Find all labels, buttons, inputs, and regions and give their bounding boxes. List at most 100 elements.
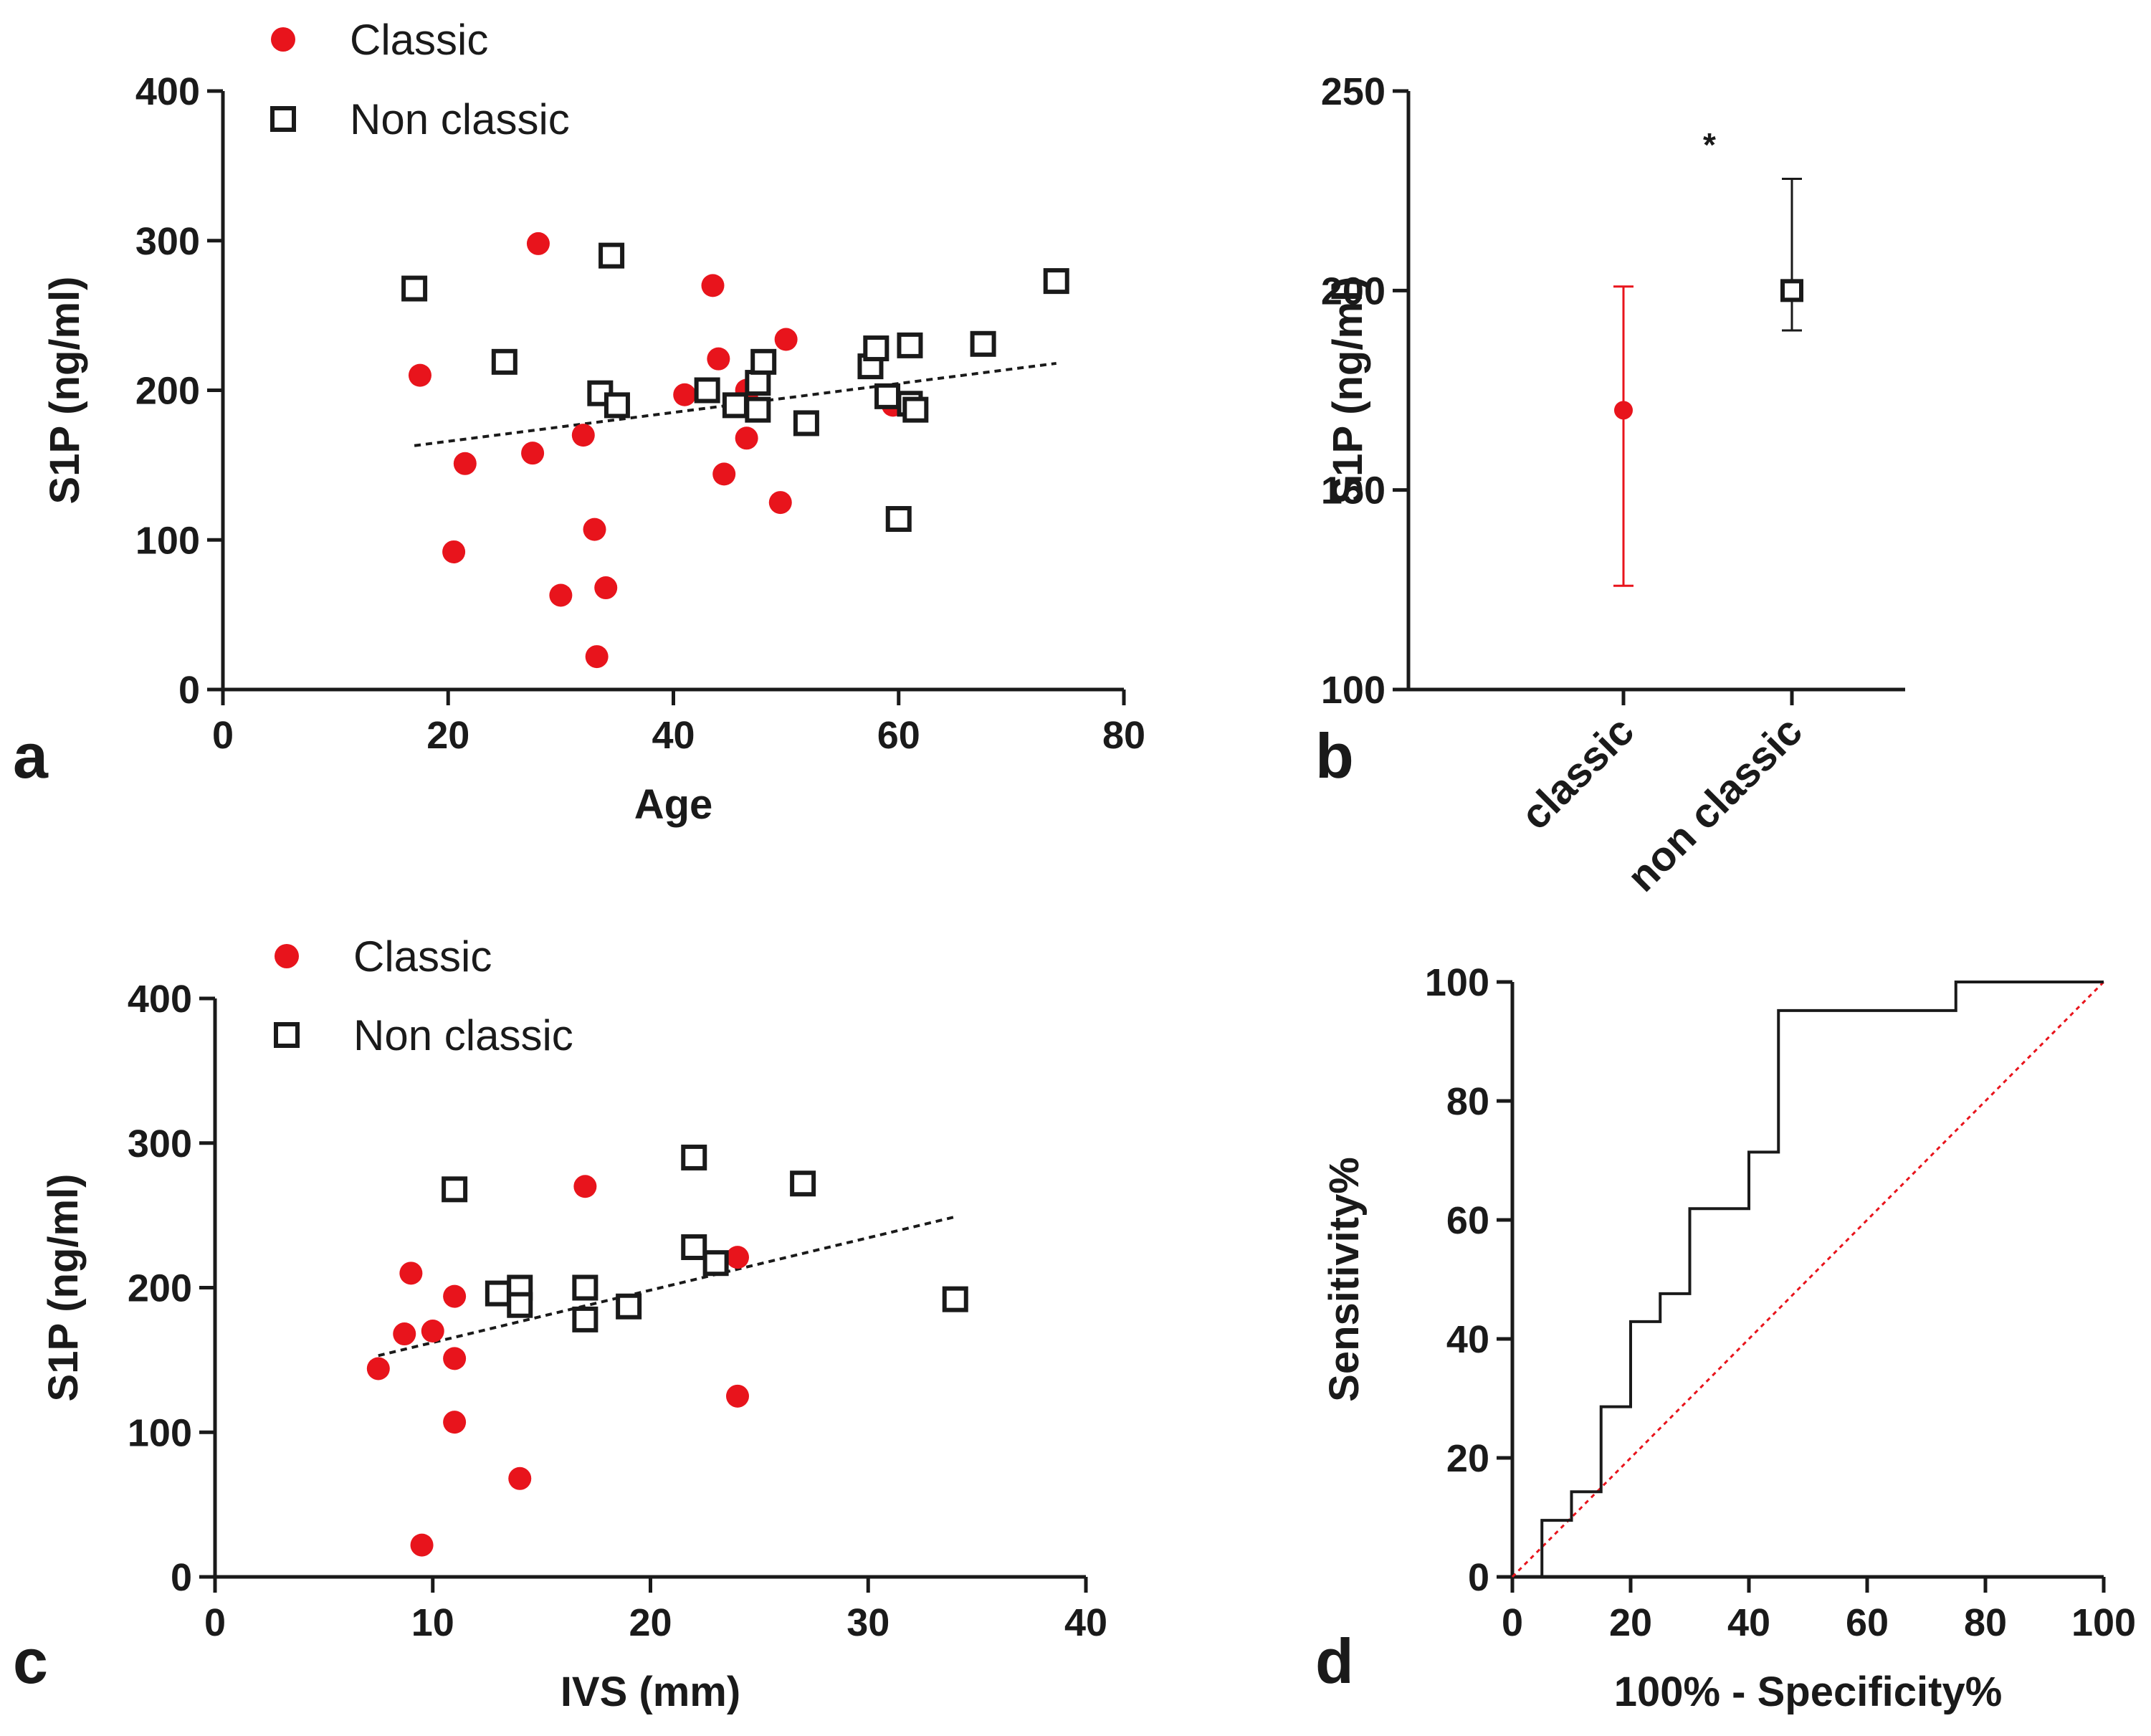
non-classic-point xyxy=(970,330,996,357)
legend: Classic Non classic xyxy=(270,16,570,143)
non-classic-point xyxy=(442,1176,468,1203)
legend-classic-label: Classic xyxy=(353,933,492,981)
classic-point xyxy=(673,383,697,406)
classic-point xyxy=(585,645,609,669)
y-tick-label: 100 xyxy=(128,1411,192,1454)
non-classic-point xyxy=(485,1280,511,1307)
x-tick-label: 20 xyxy=(1609,1601,1652,1644)
category-label: classic xyxy=(1512,707,1643,839)
roc-curve xyxy=(1540,981,2104,1577)
non-classic-point xyxy=(790,1170,816,1197)
legend-non-classic-label: Non classic xyxy=(350,95,570,143)
legend-non-classic-marker xyxy=(270,106,296,132)
x-axis-title: IVS (mm) xyxy=(561,1669,740,1715)
y-tick-label: 0 xyxy=(1468,1556,1489,1599)
panel-label: c xyxy=(13,1626,48,1697)
y-tick-label: 250 xyxy=(1321,70,1385,113)
classic-point xyxy=(521,442,545,465)
legend-classic-marker xyxy=(275,944,299,968)
non-classic-point xyxy=(863,335,890,362)
non-classic-point xyxy=(572,1274,598,1301)
non-classic-point xyxy=(604,392,630,419)
y-tick-label: 100 xyxy=(135,519,200,562)
category-label: non classic xyxy=(1618,707,1811,900)
series-non-classic xyxy=(401,242,1069,533)
non-classic-point xyxy=(598,242,625,269)
classic-point xyxy=(410,1533,434,1557)
legend-non-classic-label: Non classic xyxy=(353,1011,573,1059)
y-tick-label: 300 xyxy=(135,220,200,263)
non-classic-point xyxy=(1043,268,1069,295)
classic-point xyxy=(768,491,792,515)
x-tick-label: 100 xyxy=(2071,1601,2136,1644)
classic-point xyxy=(366,1357,390,1380)
classic-point xyxy=(594,576,618,600)
x-tick-label: 40 xyxy=(1064,1601,1107,1644)
non-classic-point xyxy=(874,383,901,409)
series-non-classic xyxy=(442,1144,968,1332)
mean-non-classic-point xyxy=(1780,279,1803,302)
non-classic-point xyxy=(750,348,777,375)
classic-point xyxy=(453,452,477,475)
classic-point xyxy=(393,1322,416,1346)
non-classic-point xyxy=(902,396,929,423)
y-tick-label: 300 xyxy=(128,1122,192,1165)
legend-non-classic-marker xyxy=(274,1022,300,1048)
classic-point xyxy=(421,1320,444,1343)
reference-diagonal xyxy=(1511,981,2105,1578)
y-axis-title: S1P (ng/ml) xyxy=(1325,277,1371,505)
non-classic-point xyxy=(616,1293,642,1320)
classic-point xyxy=(774,328,798,351)
classic-point xyxy=(735,426,758,450)
x-tick-label: 40 xyxy=(652,714,695,757)
x-tick-label: 80 xyxy=(1102,714,1145,757)
classic-point xyxy=(583,518,606,541)
y-tick-label: 80 xyxy=(1446,1080,1489,1123)
classic-point xyxy=(408,363,431,387)
y-tick-label: 100 xyxy=(1321,669,1385,712)
x-tick-label: 0 xyxy=(212,714,234,757)
y-tick-label: 0 xyxy=(178,669,200,712)
classic-point xyxy=(442,540,466,563)
non-classic-point xyxy=(694,377,720,404)
classic-point xyxy=(549,583,573,607)
panel-d-roc-curve: 0 20 40 60 80 100 0 20 40 60 80 100 100% - Specifici… xyxy=(1315,961,2136,1715)
y-tick-label: 20 xyxy=(1446,1437,1489,1480)
y-axis-title: Sensitivity% xyxy=(1321,1157,1368,1402)
non-classic-point xyxy=(401,275,428,302)
series-classic xyxy=(408,232,905,669)
x-tick-label: 60 xyxy=(1846,1601,1889,1644)
non-classic-point xyxy=(942,1286,968,1312)
y-tick-label: 400 xyxy=(128,978,192,1021)
non-classic-point xyxy=(681,1234,707,1261)
y-tick-label: 150 xyxy=(1321,469,1385,512)
x-axis-title: 100% - Specificity% xyxy=(1614,1669,2003,1715)
x-axis-title: Age xyxy=(634,781,713,828)
non-classic-point xyxy=(702,1250,729,1277)
classic-point xyxy=(526,232,550,255)
classic-point xyxy=(399,1262,423,1285)
non-classic-point xyxy=(793,410,819,437)
y-tick-label: 100 xyxy=(1425,961,1489,1004)
panel-a-age-scatter: 0 20 40 60 80 0 100 200 300 400 Age S1P (ng/ml) a Cla… xyxy=(13,16,1145,828)
x-tick-label: 30 xyxy=(846,1601,890,1644)
x-tick-label: 20 xyxy=(426,714,469,757)
non-classic-point xyxy=(745,370,771,396)
series-classic xyxy=(366,1175,749,1557)
classic-point xyxy=(573,1175,597,1198)
non-classic-point xyxy=(681,1144,707,1170)
y-tick-label: 200 xyxy=(128,1267,192,1310)
classic-point xyxy=(443,1411,467,1434)
non-classic-point xyxy=(572,1306,598,1332)
non-classic-point xyxy=(491,348,518,375)
classic-point xyxy=(726,1246,749,1269)
non-classic-point xyxy=(745,396,771,423)
x-tick-label: 10 xyxy=(411,1601,454,1644)
panel-label: a xyxy=(13,720,49,791)
legend: Classic Non classic xyxy=(274,933,573,1059)
non-classic-point xyxy=(897,332,923,358)
classic-point xyxy=(726,1384,749,1408)
y-tick-label: 200 xyxy=(135,370,200,413)
non-classic-point xyxy=(507,1292,533,1318)
